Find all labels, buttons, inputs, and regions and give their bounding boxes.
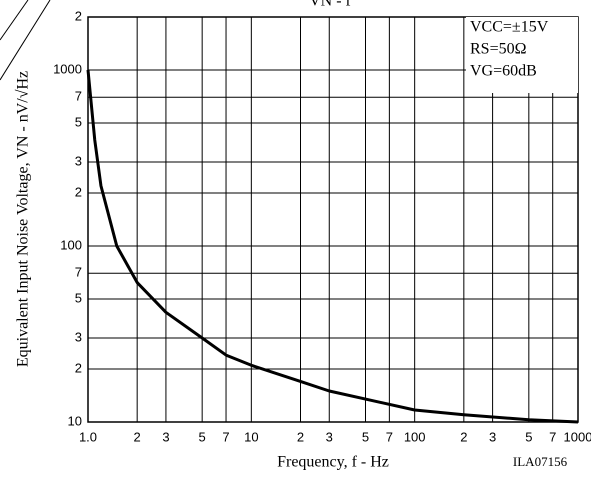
y-tick-label: 7 [75, 89, 82, 104]
x-tick-label: 1.0 [79, 429, 97, 444]
x-tick-label: 3 [489, 429, 496, 444]
annotation: RS=50Ω [470, 41, 527, 58]
annotation: VCC=±15V [470, 19, 549, 36]
x-tick-label: 5 [199, 429, 206, 444]
annotation: VG=60dB [470, 63, 537, 80]
x-tick-label: 3 [162, 429, 169, 444]
y-tick-label: 2 [75, 8, 82, 23]
plot-frame [87, 16, 579, 423]
x-tick-label: 100 [404, 429, 426, 444]
x-tick-label: 1000 [564, 429, 591, 444]
decoration [0, 0, 29, 41]
y-tick-label: 5 [75, 290, 82, 305]
x-tick-label: 10 [244, 429, 258, 444]
y-tick-label: 1000 [53, 61, 82, 76]
y-tick-label: 5 [75, 114, 82, 129]
x-tick-label: 3 [326, 429, 333, 444]
y-tick-label: 100 [60, 237, 82, 252]
x-tick-label: 7 [222, 429, 229, 444]
x-axis-label: Frequency, f - Hz [277, 454, 389, 471]
x-tick-label: 7 [549, 429, 556, 444]
x-tick-label: 2 [297, 429, 304, 444]
y-tick-label: 3 [75, 329, 82, 344]
x-tick-label: 5 [525, 429, 532, 444]
chart-title: VN - f [309, 0, 351, 10]
x-tick-label: 2 [460, 429, 467, 444]
x-tick-label: 2 [134, 429, 141, 444]
legend-box [466, 17, 578, 93]
x-tick-label: 7 [386, 429, 393, 444]
y-tick-label: 2 [75, 184, 82, 199]
y-tick-label: 10 [68, 413, 82, 428]
line [86, 69, 579, 424]
y-axis-label: Equivalent Input Noise Voltage, VN - nV/… [15, 71, 32, 367]
y-tick-label: 7 [75, 265, 82, 280]
y-tick-label: 2 [75, 360, 82, 375]
decoration [0, 0, 51, 81]
x-tick-label: 5 [362, 429, 369, 444]
figure-id: ILA07156 [513, 454, 568, 469]
y-tick-label: 3 [75, 153, 82, 168]
